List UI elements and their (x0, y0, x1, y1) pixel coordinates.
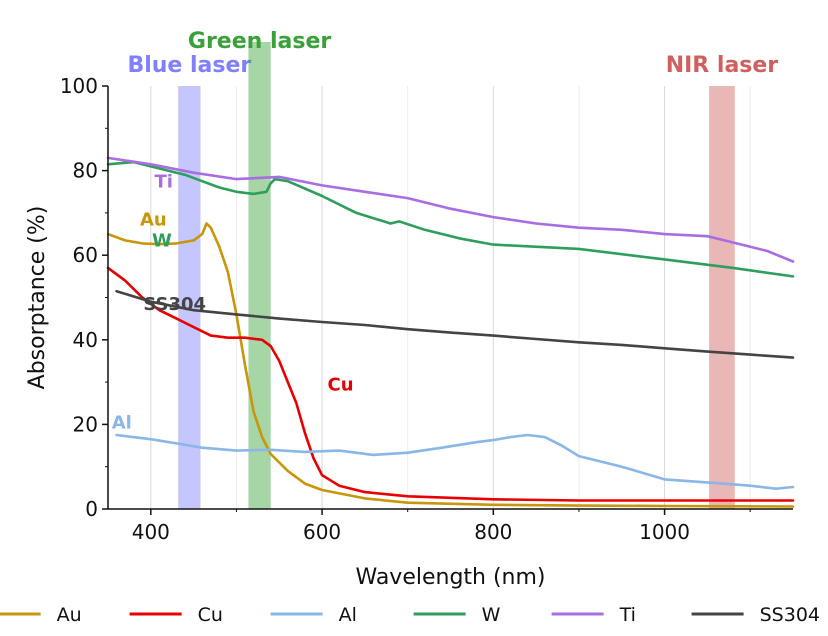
legend-label-ti: Ti (619, 604, 636, 626)
series-label-au: Au (140, 210, 167, 231)
y-tick-label-40: 40 (73, 328, 98, 352)
legend-label-ss304: SS304 (760, 604, 820, 626)
band-nir-laser (709, 86, 735, 509)
grid-lines (150, 86, 751, 509)
y-tick-label-100: 100 (60, 74, 98, 98)
x-tick-label-400: 400 (132, 520, 170, 544)
band-green-laser (248, 42, 271, 509)
series-label-ss304: SS304 (143, 294, 206, 315)
series-label-ti: Ti (155, 172, 173, 193)
x-tick-label-600: 600 (303, 520, 341, 544)
series-lines (106, 156, 795, 508)
series-label-w: W (152, 231, 172, 252)
legend-label-cu: Cu (198, 604, 223, 626)
series-line-ti (106, 156, 795, 263)
legend-label-w: W (482, 604, 501, 626)
legend-label-al: Al (339, 604, 357, 626)
y-tick-label-80: 80 (73, 159, 98, 183)
x-tick-label-800: 800 (474, 520, 512, 544)
series-line-au (106, 222, 795, 508)
series-label-al: Al (112, 413, 132, 434)
y-tick-label-20: 20 (73, 412, 98, 436)
band-label-nir-laser: NIR laser (666, 53, 779, 78)
y-tick-label-0: 0 (85, 497, 98, 521)
band-blue-laser (178, 86, 201, 509)
legend-label-au: Au (57, 604, 82, 626)
series-line-ss304 (115, 289, 795, 359)
x-tick-label-1000: 1000 (639, 520, 690, 544)
series-line-cu (106, 266, 795, 502)
series-labels: Au Cu Al W Ti SS304 (112, 172, 354, 434)
x-axis-title: Wavelength (nm) (355, 565, 545, 590)
y-tick-label-60: 60 (73, 243, 98, 267)
series-label-cu: Cu (327, 375, 353, 396)
series-line-w (106, 160, 795, 278)
series-line-al (115, 433, 795, 491)
axes: 0 20 40 60 80 100 400 600 800 1000 (60, 74, 793, 544)
band-label-blue-laser: Blue laser (127, 53, 251, 78)
band-label-green-laser: Green laser (188, 29, 331, 54)
legend: Au Cu Al W Ti SS304 (0, 604, 820, 626)
y-axis-title: Absorptance (%) (25, 206, 50, 390)
